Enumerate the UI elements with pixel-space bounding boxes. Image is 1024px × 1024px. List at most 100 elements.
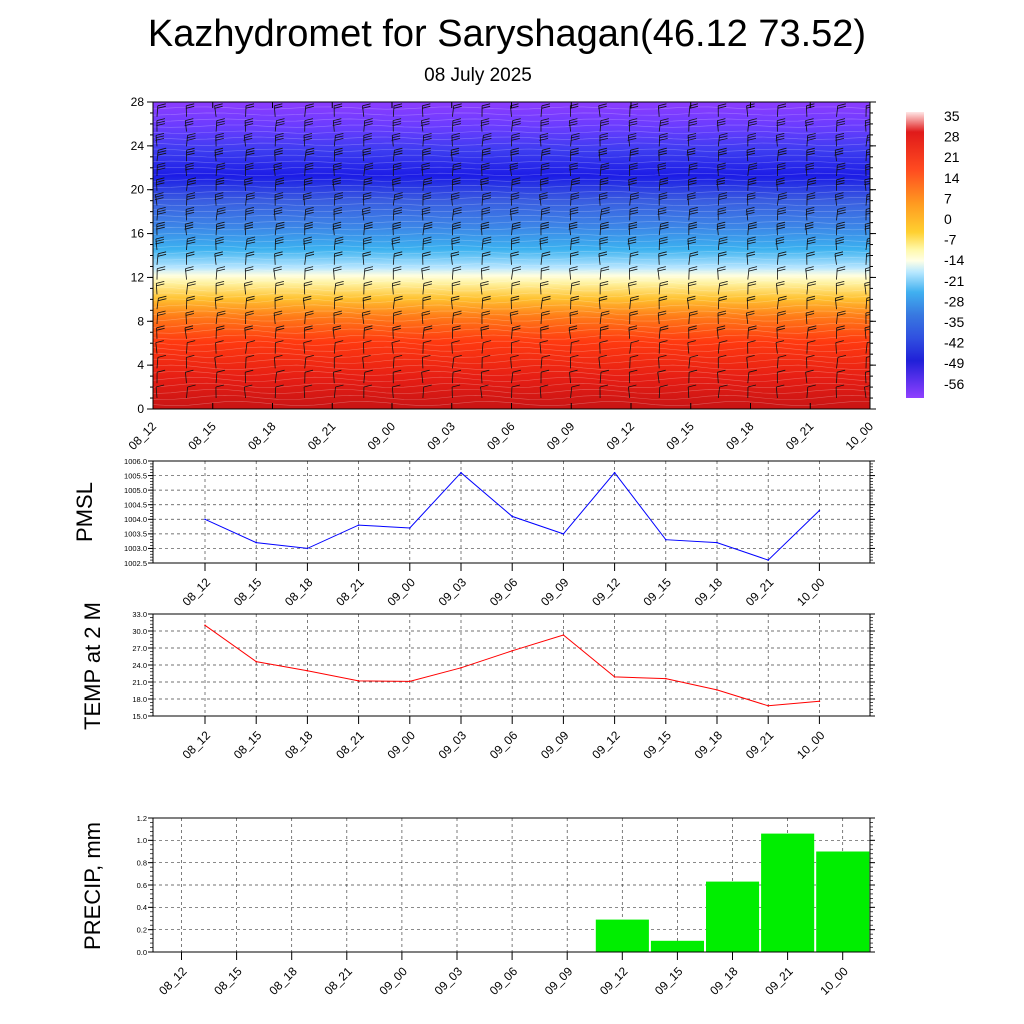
wind-barb-feather (805, 313, 815, 316)
wind-barb-feather (600, 221, 609, 225)
wind-barb-staff (569, 164, 571, 177)
wind-barb-feather (273, 266, 282, 269)
wind-barb-feather (481, 207, 491, 210)
pmsl-plot: 1006.01005.51005.01004.51004.01003.51003… (124, 457, 875, 609)
wind-barb-staff (658, 224, 661, 236)
wind-barb-feather (274, 147, 283, 151)
wind-barb-feather (747, 194, 756, 198)
wind-barb-staff (245, 253, 247, 265)
wind-barb-feather (806, 298, 816, 302)
wind-barb-feather (717, 162, 726, 166)
wind-barb-feather (658, 298, 668, 302)
wind-barb-feather (569, 313, 579, 316)
wind-barb-feather (450, 298, 460, 302)
wind-barb-feather (156, 384, 165, 388)
wind-barb-feather (481, 221, 490, 225)
wind-barb-feather (421, 369, 430, 373)
x-tick-label: 10_00 (794, 575, 828, 609)
wind-barb-feather (628, 133, 637, 136)
wind-barb-feather (777, 212, 786, 215)
wind-barb-feather (215, 295, 224, 299)
wind-barb-feather (775, 241, 785, 245)
wind-barb-staff (244, 283, 246, 295)
wind-barb-feather (304, 281, 313, 284)
wind-barb-staff (806, 283, 809, 295)
wind-barb-feather (657, 162, 666, 166)
wind-barb-feather (216, 224, 225, 228)
wind-barb-feather (302, 298, 312, 302)
wind-barb-staff (273, 105, 276, 117)
wind-barb-feather (686, 152, 696, 156)
wind-barb-feather (867, 341, 870, 343)
wind-barb-feather (156, 268, 166, 272)
wind-barb-feather (185, 209, 195, 213)
wind-barb-feather (540, 167, 550, 171)
wind-barb-feather (776, 226, 786, 230)
wind-barb-staff (333, 238, 336, 251)
wind-barb-feather (421, 209, 431, 213)
isotherm-line (153, 358, 870, 364)
wind-barb-staff (569, 268, 571, 280)
wind-barb-staff (245, 357, 247, 369)
wind-barb-staff (539, 194, 542, 206)
wind-barb-feather (187, 177, 196, 181)
data-point (204, 518, 206, 521)
wind-barb-feather (571, 133, 580, 136)
wind-barb-feather (748, 224, 757, 228)
wind-barb-staff (805, 268, 808, 280)
wind-barb-staff (363, 164, 366, 177)
wind-barb-feather (217, 162, 226, 166)
wind-barb-feather (598, 103, 607, 107)
wind-barb-feather (570, 152, 579, 156)
y-tick-label: 0.6 (137, 881, 147, 890)
wind-barb-feather (509, 212, 519, 215)
wind-barb-feather (156, 118, 165, 121)
wind-barb-feather (424, 325, 433, 329)
wind-barb-feather (718, 251, 727, 255)
wind-barb-feather (716, 327, 726, 331)
wind-barb-staff (273, 209, 276, 221)
wind-barb-feather (629, 310, 638, 314)
wind-barb-feather (569, 221, 578, 225)
wind-barb-feather (509, 165, 519, 168)
wind-barb-staff (155, 135, 158, 147)
colorbar-label: -7 (944, 232, 957, 248)
wind-barb-staff (746, 105, 749, 117)
wind-barb-feather (866, 208, 870, 210)
wind-barb-staff (598, 357, 601, 369)
wind-barb-feather (305, 209, 314, 213)
heatmap-y-tick-label: 20 (131, 183, 145, 197)
wind-barb-feather (630, 150, 639, 154)
wind-barb-feather (512, 120, 521, 124)
wind-barb-staff (480, 120, 483, 132)
wind-barb-feather (215, 226, 225, 230)
wind-barb-feather (539, 241, 549, 245)
wind-barb-feather (837, 310, 846, 314)
wind-barb-feather (362, 241, 372, 245)
wind-barb-staff (540, 253, 543, 265)
wind-barb-feather (510, 241, 520, 245)
wind-barb-feather (452, 212, 462, 215)
wind-barb-staff (598, 105, 601, 117)
wind-barb-feather (276, 118, 285, 121)
wind-barb-feather (864, 284, 870, 287)
wind-barb-feather (274, 310, 283, 314)
wind-barb-feather (804, 123, 814, 126)
wind-barb-staff (245, 298, 247, 310)
wind-barb-feather (687, 236, 696, 240)
wind-barb-feather (364, 165, 374, 168)
wind-barb-feather (836, 384, 845, 388)
wind-barb-feather (452, 226, 461, 230)
wind-barb-feather (452, 327, 461, 331)
wind-barb-feather (866, 356, 870, 358)
wind-barb-feather (629, 212, 639, 215)
heatmap-x-tick-label: 09_03 (424, 419, 458, 453)
wind-barb-staff (568, 224, 571, 236)
wind-barb-staff (658, 105, 660, 117)
wind-barb-feather (805, 120, 814, 124)
data-point (716, 541, 718, 544)
wind-barb-feather (688, 123, 698, 126)
wind-barb-feather (393, 310, 402, 314)
wind-barb-feather (836, 118, 846, 121)
wind-barb-staff (834, 253, 837, 265)
